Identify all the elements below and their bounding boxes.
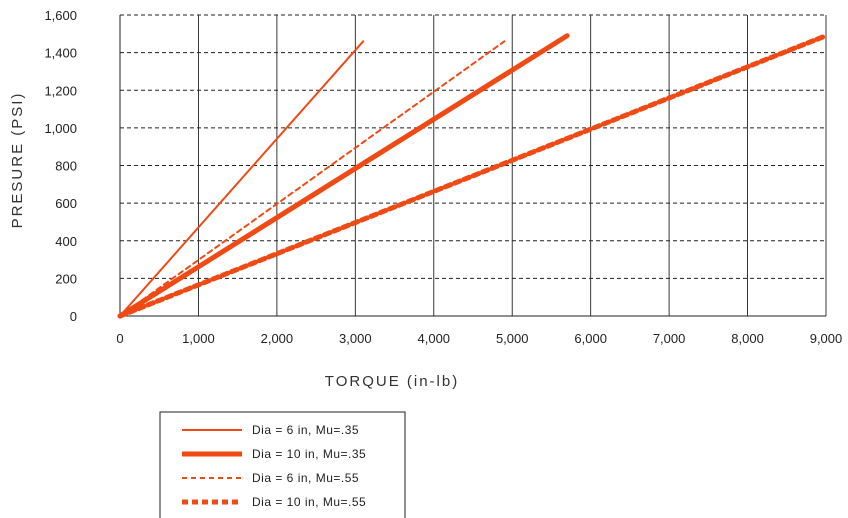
x-tick-label: 1,000 — [182, 331, 215, 346]
x-tick-label: 2,000 — [261, 331, 294, 346]
x-tick-label: 8,000 — [731, 331, 764, 346]
x-tick-label: 4,000 — [418, 331, 451, 346]
y-tick-label: 600 — [55, 196, 77, 211]
x-tick-label: 6,000 — [574, 331, 607, 346]
chart-grid — [119, 14, 827, 317]
y-tick-label: 800 — [55, 159, 77, 174]
y-tick-label: 1,400 — [44, 46, 77, 61]
legend-label-1: Dia = 6 in, Mu=.35 — [252, 423, 359, 437]
x-tick-label: 5,000 — [496, 331, 529, 346]
legend-label-3: Dia = 6 in, Mu=.55 — [252, 471, 359, 485]
y-tick-label: 400 — [55, 234, 77, 249]
x-tick-label: 0 — [116, 331, 123, 346]
legend-label-4: Dia = 10 in, Mu=.55 — [252, 495, 366, 509]
series-line-2 — [117, 33, 570, 319]
y-tick-label: 1,200 — [44, 83, 77, 98]
x-tick-label: 3,000 — [339, 331, 372, 346]
legend-label-2: Dia = 10 in, Mu=.35 — [252, 447, 366, 461]
y-tick-label: 0 — [70, 309, 77, 324]
x-tick-label: 9,000 — [810, 331, 843, 346]
x-axis-label: TORQUE (in-lb) — [325, 373, 459, 390]
y-axis-label: PRESURE (PSI) — [9, 92, 26, 229]
chart-series — [117, 33, 829, 319]
y-axis-ticks: 0 200 400 600 800 1,000 1,200 1,400 1,600 — [44, 8, 77, 324]
y-tick-label: 200 — [55, 271, 77, 286]
series-line-4 — [117, 33, 829, 319]
series-line-3 — [119, 40, 506, 317]
x-axis-ticks: 0 1,000 2,000 3,000 4,000 5,000 6,000 7,000 8,00… — [116, 331, 842, 346]
x-tick-label: 7,000 — [653, 331, 686, 346]
legend: Dia = 6 in, Mu=.35 Dia = 10 in, Mu=.35 Dia… — [159, 411, 406, 518]
series-line-1 — [119, 40, 365, 317]
y-tick-label: 1,000 — [44, 121, 77, 136]
y-tick-label: 1,600 — [44, 8, 77, 23]
